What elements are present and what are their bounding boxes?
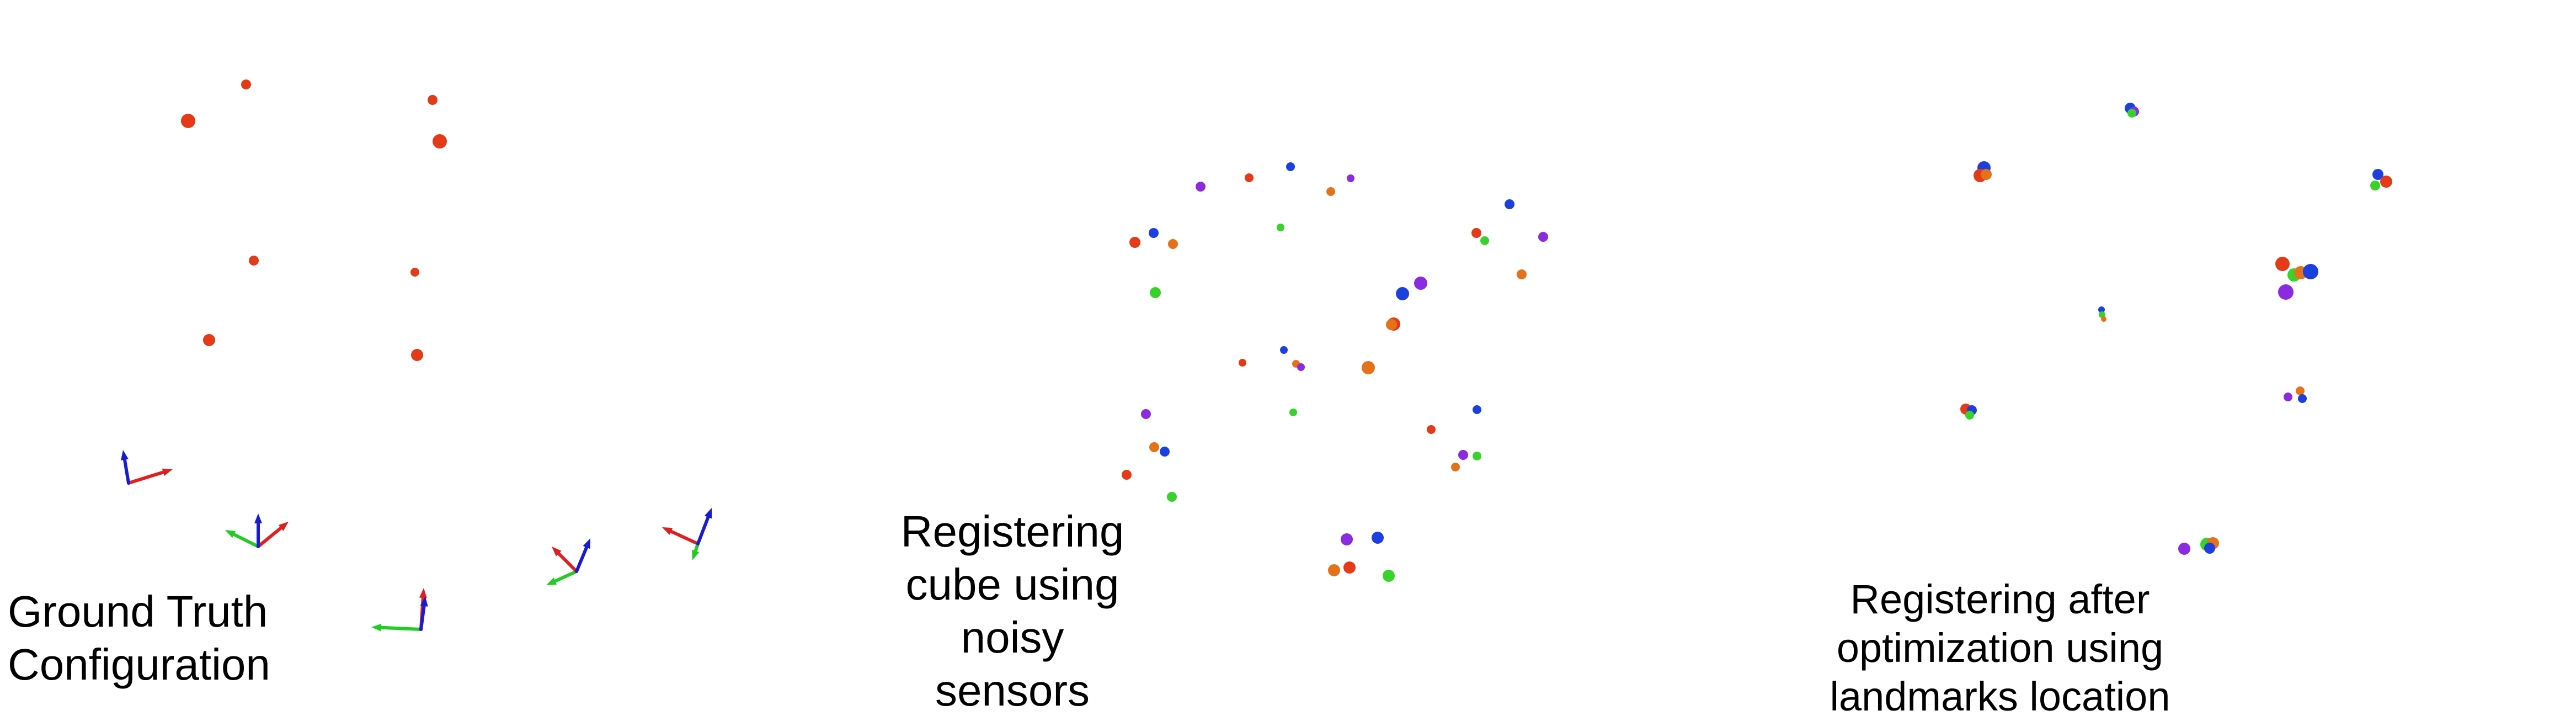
caption-line: cube using: [905, 560, 1119, 609]
noisy-sensor-point: [1480, 236, 1489, 245]
ground-truth-panel: [121, 79, 712, 632]
noisy-sensor-point: [1414, 277, 1427, 290]
caption-line: landmarks location: [1830, 674, 2170, 719]
green-axis-arrow: [546, 570, 578, 585]
ground-truth-landmark: [410, 268, 419, 277]
sensor-frame: [546, 538, 590, 585]
optimized-landmark-point: [2370, 181, 2380, 190]
noisy-sensor-point: [1168, 239, 1178, 249]
optimized-landmark-point: [2275, 257, 2290, 271]
noisy-sensor-point: [1149, 228, 1159, 238]
noisy-sensor-point: [1239, 359, 1246, 367]
noisy-sensor-point: [1122, 470, 1132, 480]
optimized-landmark-point: [2303, 264, 2318, 279]
noisy-sensor-point: [1328, 564, 1340, 576]
noisy-sensor-point: [1473, 405, 1481, 414]
noisy-sensor-point: [1386, 319, 1397, 330]
noisy-sensor-point: [1341, 533, 1353, 545]
noisy-sensor-point: [1517, 269, 1527, 279]
caption-line: sensors: [935, 666, 1090, 715]
optimized-landmark-point: [2298, 394, 2307, 403]
optimized-landmark-point: [2101, 316, 2106, 322]
ground-truth-landmark: [433, 134, 447, 149]
blue-axis-arrow: [254, 513, 262, 548]
optimized-landmark-point: [2278, 284, 2294, 300]
red-axis-arrow: [127, 468, 173, 485]
green-axis-arrow: [225, 530, 260, 548]
noisy-sensor-point: [1196, 182, 1206, 192]
noisy-sensors-caption: Registering cube using noisy sensors: [897, 505, 1128, 717]
noisy-sensor-point: [1129, 237, 1140, 248]
ground-truth-landmark: [203, 334, 215, 346]
noisy-sensor-point: [1538, 232, 1548, 242]
sensor-frame: [121, 450, 173, 485]
blue-axis-arrow: [696, 508, 712, 545]
ground-truth-caption: Ground Truth Configuration: [8, 585, 270, 691]
noisy-sensor-point: [1167, 492, 1177, 502]
green-axis-arrow: [371, 623, 423, 632]
noisy-sensor-point: [1505, 199, 1514, 209]
noisy-sensor-point: [1362, 361, 1375, 374]
noisy-sensor-point: [1343, 561, 1356, 574]
blue-axis-arrow: [575, 538, 590, 573]
caption-line: optimization using: [1836, 625, 2164, 671]
optimized-landmark-point: [2204, 543, 2215, 554]
ground-truth-landmark: [249, 256, 259, 266]
optimized-landmark-point: [2284, 393, 2292, 401]
noisy-sensor-point: [1471, 228, 1481, 238]
noisy-sensor-point: [1326, 187, 1335, 196]
ground-truth-landmarks: [181, 79, 447, 361]
noisy-sensor-point: [1160, 447, 1170, 457]
optimized-landmark-point: [2098, 306, 2105, 313]
noisy-sensor-point: [1297, 363, 1305, 371]
optimized-landmark-point: [2372, 169, 2383, 180]
noisy-sensor-point: [1396, 287, 1409, 300]
optimized-caption: Registering after optimization using lan…: [1821, 575, 2179, 721]
ground-truth-landmark: [241, 79, 251, 89]
red-axis-arrow: [257, 522, 289, 548]
ground-truth-landmark: [411, 349, 423, 361]
blue-axis-arrow: [419, 596, 428, 631]
noisy-sensor-point: [1289, 409, 1297, 416]
caption-line: Registering after: [1850, 576, 2150, 622]
noisy-sensor-point: [1277, 224, 1284, 231]
optimized-landmark-point: [1965, 411, 1974, 420]
caption-line: noisy: [961, 613, 1064, 662]
optimized-landmark-point: [1981, 169, 1992, 180]
caption-line: Ground Truth: [8, 587, 268, 636]
noisy-sensor-point: [1458, 450, 1468, 460]
noisy-sensor-point: [1451, 463, 1460, 471]
red-axis-arrow: [552, 547, 578, 573]
noisy-sensor-point: [1473, 452, 1481, 460]
caption-line: Registering: [900, 507, 1124, 556]
noisy-sensor-point: [1427, 425, 1436, 434]
noisy-sensor-point: [1372, 532, 1384, 544]
caption-line: Configuration: [8, 640, 270, 689]
optimized-registration-panel: [1960, 103, 2392, 555]
red-axis-arrow: [662, 527, 700, 545]
sensor-frame: [662, 508, 712, 560]
noisy-registration-panel: [1122, 162, 1548, 582]
noisy-sensor-point: [1150, 287, 1161, 298]
optimized-landmark-point: [2127, 109, 2136, 118]
noisy-sensor-point: [1245, 173, 1254, 182]
sensor-frames: [121, 450, 712, 632]
ground-truth-landmark: [181, 114, 195, 128]
noisy-sensor-point: [1286, 162, 1295, 171]
optimized-landmark-point: [2380, 176, 2392, 188]
sensor-frame: [371, 588, 428, 632]
noisy-sensor-point: [1149, 442, 1159, 452]
noisy-sensor-point: [1280, 346, 1288, 354]
blue-axis-arrow: [121, 450, 130, 485]
noisy-sensor-point: [1383, 570, 1395, 582]
optimized-landmark-point: [2178, 543, 2190, 555]
optimized-landmark-point: [2296, 386, 2305, 395]
noisy-sensor-point: [1347, 174, 1354, 182]
ground-truth-landmark: [428, 95, 438, 105]
green-axis-arrow: [692, 542, 700, 560]
sensor-frame: [225, 513, 289, 548]
noisy-sensor-point: [1141, 409, 1151, 419]
